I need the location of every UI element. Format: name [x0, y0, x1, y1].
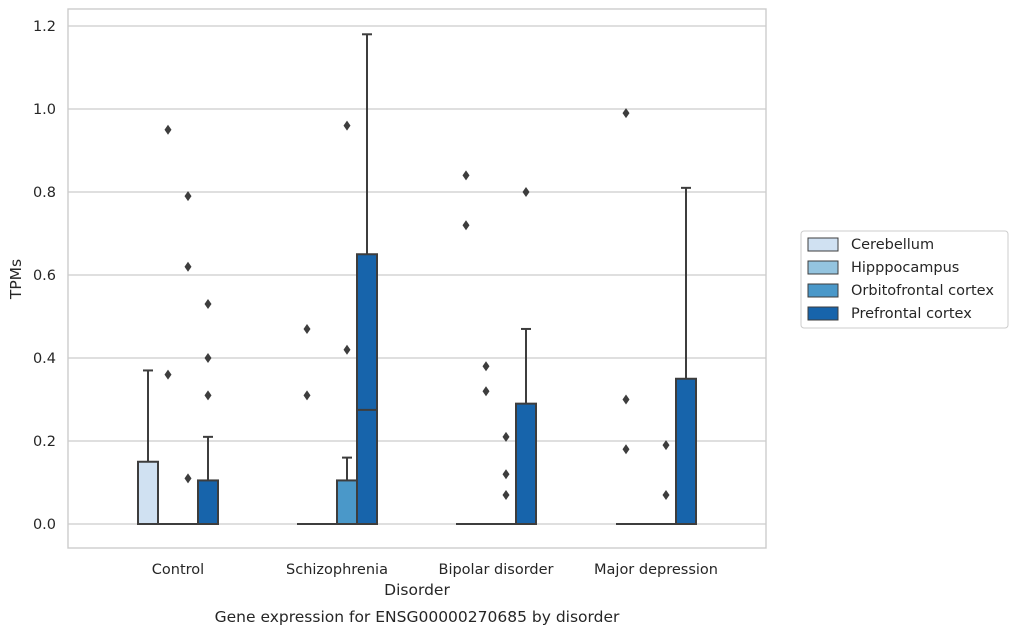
- box-body: [137, 460, 159, 525]
- outlier-point: [522, 187, 530, 197]
- y-tick-label: 1.2: [33, 19, 56, 35]
- box-0-1: [297, 323, 317, 525]
- outlier-point: [204, 390, 212, 401]
- y-axis-title: TPMs: [7, 259, 25, 300]
- outlier-point: [622, 444, 630, 455]
- x-tick-label: Schizophrenia: [286, 562, 388, 578]
- y-tick-label: 0.0: [33, 517, 56, 533]
- box-0-3: [616, 108, 636, 525]
- chart-caption: Gene expression for ENSG00000270685 by d…: [215, 608, 620, 626]
- box-groups: [137, 33, 697, 525]
- box-body: [675, 377, 697, 525]
- outlier-point: [502, 469, 510, 480]
- outlier-point: [662, 440, 670, 451]
- outlier-point: [204, 299, 212, 310]
- outlier-point: [164, 124, 172, 135]
- legend: Cerebellum Hipppocampus Orbitofrontal cort…: [800, 230, 1009, 329]
- outlier-point: [502, 489, 510, 500]
- plot-frame: [67, 8, 767, 549]
- box-2-1: [336, 120, 358, 525]
- box-3-3: [675, 186, 697, 525]
- legend-label: Orbitofrontal cortex: [851, 283, 994, 299]
- outlier-point: [303, 390, 311, 401]
- outlier-point: [502, 431, 510, 442]
- y-tick-label: 1.0: [33, 102, 56, 118]
- y-tick-labels: 0.0 0.2 0.4 0.6 0.8 1.0 1.2: [33, 19, 56, 533]
- outlier-point: [343, 120, 351, 131]
- box-3-2: [515, 187, 537, 525]
- outlier-point: [303, 323, 311, 334]
- y-tick-label: 0.6: [33, 268, 56, 284]
- box-0-2: [456, 170, 476, 525]
- box-0-0: [137, 369, 159, 525]
- y-tick-label: 0.4: [33, 351, 56, 367]
- outlier-point: [482, 386, 490, 397]
- outlier-point: [204, 353, 212, 363]
- box-body: [515, 402, 537, 525]
- box-2-2: [496, 431, 516, 525]
- x-tick-labels: Control Schizophrenia Bipolar disorder Majo…: [152, 562, 718, 578]
- outlier-point: [184, 261, 192, 272]
- outlier-point: [184, 473, 192, 484]
- legend-label: Cerebellum: [851, 237, 934, 253]
- box-body: [197, 479, 219, 525]
- y-tick-label: 0.8: [33, 185, 56, 201]
- outlier-point: [662, 489, 670, 500]
- outlier-point: [622, 108, 630, 119]
- outlier-point: [343, 344, 351, 355]
- y-tick-label: 0.2: [33, 434, 56, 450]
- legend-frame: [800, 230, 1009, 329]
- outlier-point: [184, 191, 192, 202]
- outlier-point: [482, 361, 490, 372]
- box-2-3: [656, 440, 676, 525]
- legend-label: Prefrontal cortex: [851, 306, 972, 322]
- legend-swatch: [807, 306, 839, 321]
- box-1-0: [158, 124, 178, 525]
- outlier-point: [622, 394, 630, 405]
- box-body: [356, 253, 378, 525]
- outlier-point: [164, 369, 172, 380]
- x-axis-title: Disorder: [384, 581, 450, 599]
- box-3-1: [356, 33, 378, 525]
- legend-swatch: [807, 260, 839, 275]
- outlier-point: [462, 220, 470, 231]
- box-body: [336, 479, 358, 525]
- outlier-point: [462, 170, 470, 181]
- x-tick-label: Control: [152, 562, 204, 578]
- x-tick-label: Bipolar disorder: [439, 562, 554, 578]
- gridlines: [68, 25, 766, 525]
- legend-swatch: [807, 237, 839, 252]
- legend-label: Hipppocampus: [851, 260, 959, 276]
- box-1-2: [476, 361, 496, 525]
- legend-swatch: [807, 283, 839, 298]
- box-2-0: [178, 191, 198, 525]
- box-3-0: [197, 299, 219, 525]
- x-tick-label: Major depression: [594, 562, 718, 578]
